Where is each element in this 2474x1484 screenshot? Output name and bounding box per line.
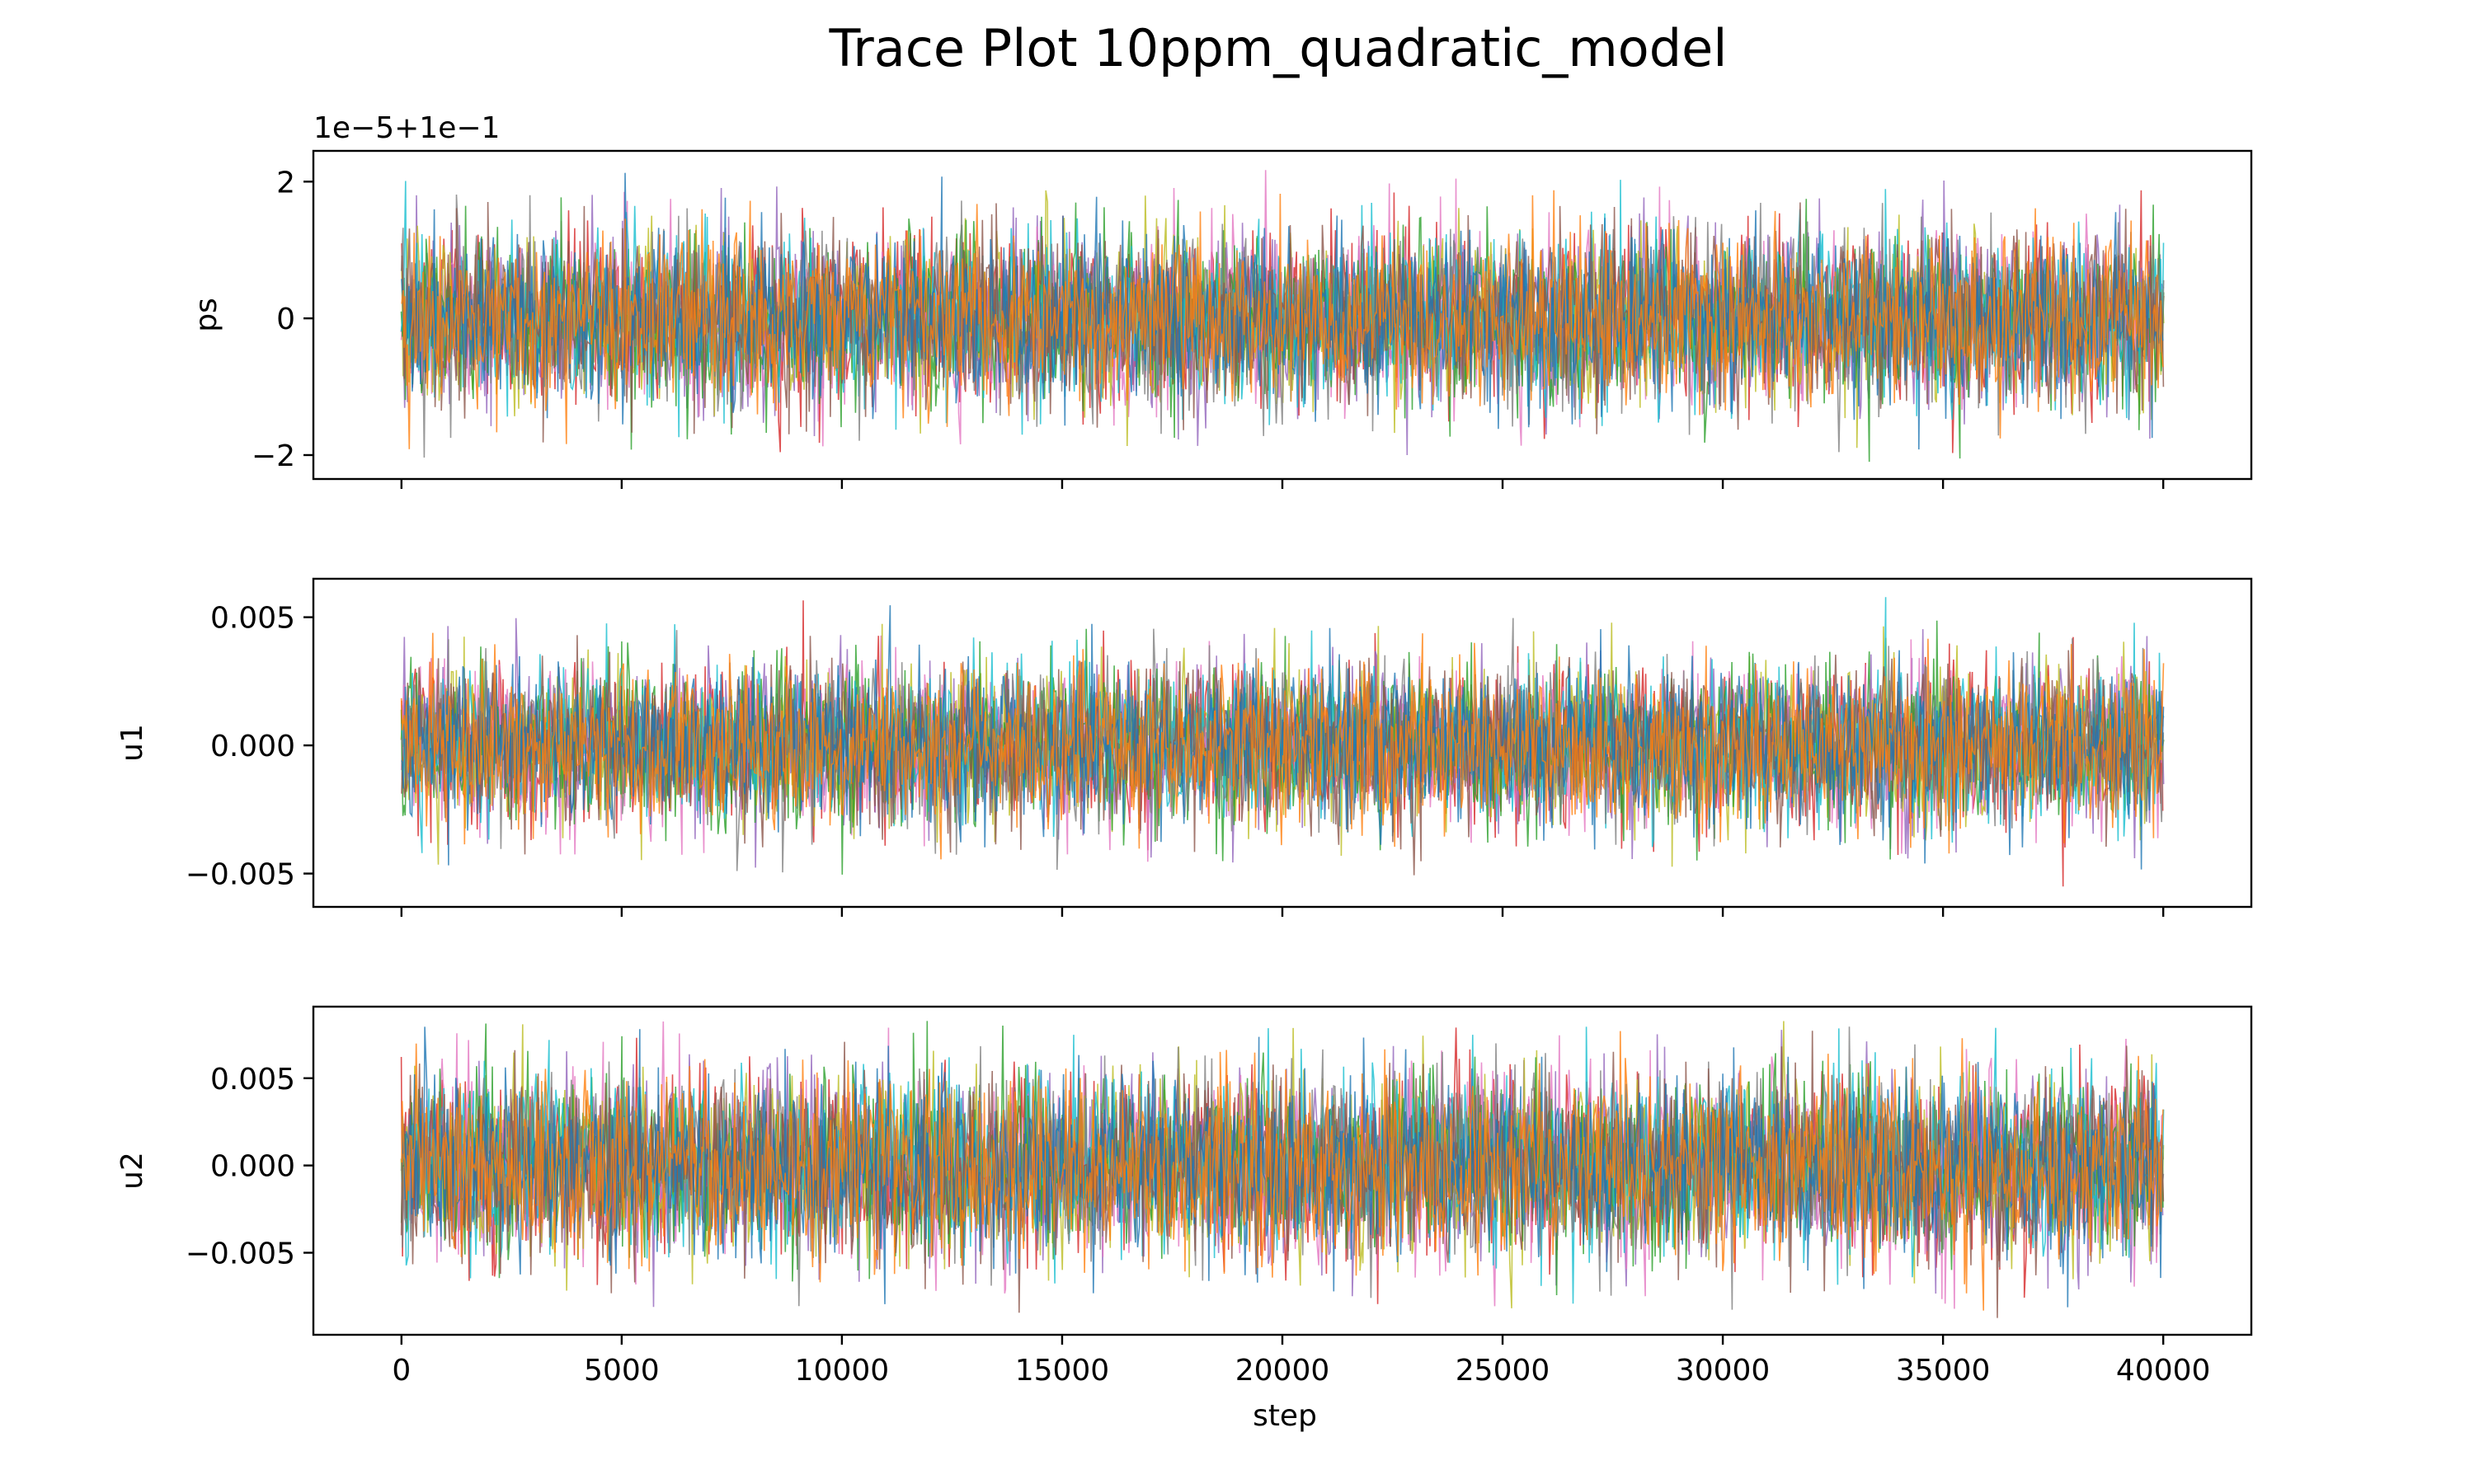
ytick-label-u2-0: −0.005	[186, 1237, 295, 1271]
xtick-label-u2-1: 5000	[584, 1354, 660, 1388]
xtick-label-u2-5: 25000	[1456, 1354, 1550, 1388]
traces-u1	[400, 597, 2165, 887]
xtick-label-u2-0: 0	[392, 1354, 411, 1388]
walker-trace-ps-1	[401, 190, 2164, 449]
ylabel-u1: u1	[115, 724, 149, 762]
xtick-label-u2-3: 15000	[1015, 1354, 1110, 1388]
ytick-label-ps-0: −2	[252, 439, 295, 473]
panels-container: −2 0 2 ps 1e−5+1e−1 −0.005 0.000 0.005 u1 −0.005 0…	[115, 111, 2253, 1433]
panel-u2: −0.005 0.000 0.005 0 5000 10000 15000 20000 2500…	[115, 1005, 2253, 1433]
xtick-label-u2-7: 35000	[1896, 1354, 1991, 1388]
traces-ps	[400, 170, 2165, 463]
offset-text-ps: 1e−5+1e−1	[313, 111, 500, 145]
xtick-label-u2-6: 30000	[1676, 1354, 1771, 1388]
walker-trace-u2-1	[401, 1031, 2164, 1311]
panel-u1: −0.005 0.000 0.005 u1	[115, 577, 2253, 917]
ytick-label-u2-1: 0.000	[210, 1150, 295, 1184]
walker-trace-ps-0	[401, 172, 2164, 450]
figure-title: Trace Plot 10ppm_quadratic_model	[829, 18, 1728, 78]
ytick-label-u1-2: 0.005	[210, 602, 295, 636]
ytick-label-ps-2: 2	[276, 166, 295, 200]
ylabel-ps: ps	[190, 298, 223, 332]
panel-ps: −2 0 2 ps 1e−5+1e−1	[190, 111, 2253, 489]
walker-trace-u2-2	[400, 1021, 2164, 1296]
ytick-label-u2-2: 0.005	[210, 1063, 295, 1097]
ytick-label-u1-1: 0.000	[210, 730, 295, 763]
xlabel-u2: step	[1253, 1399, 1317, 1433]
ylabel-u2: u2	[115, 1152, 149, 1190]
walker-trace-u1-1	[400, 632, 2165, 860]
ytick-label-ps-1: 0	[276, 303, 295, 336]
traces-u2	[400, 1021, 2165, 1318]
xtick-label-u2-8: 40000	[2116, 1354, 2211, 1388]
xtick-label-u2-2: 10000	[795, 1354, 890, 1388]
xtick-label-u2-4: 20000	[1235, 1354, 1330, 1388]
ytick-label-u1-0: −0.005	[186, 858, 295, 892]
